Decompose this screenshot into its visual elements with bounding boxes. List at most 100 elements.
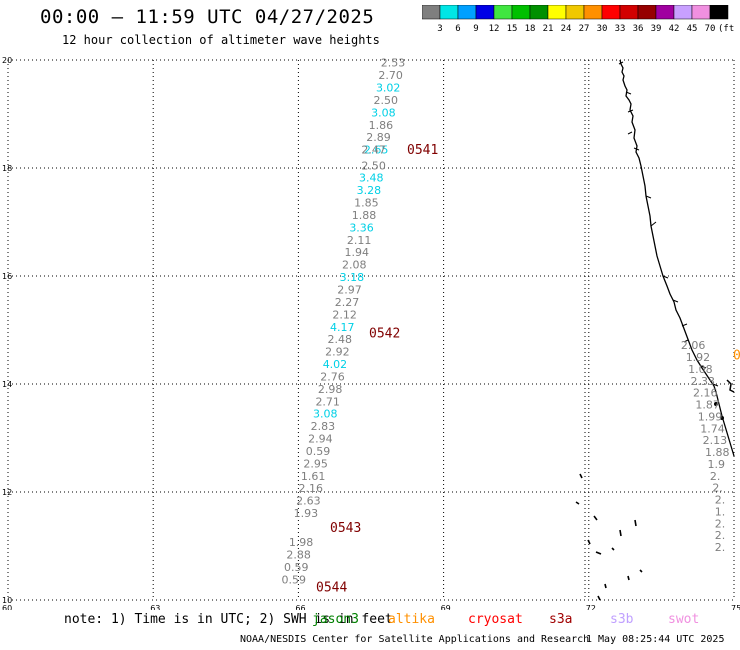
island-mark bbox=[597, 595, 601, 601]
wave-height-value: 2. bbox=[715, 541, 726, 554]
wave-height-value: 3.28 bbox=[357, 184, 382, 197]
coastline-detail bbox=[700, 365, 707, 369]
lon-tick-label: 75 bbox=[731, 604, 740, 610]
wave-height-value: 0.59 bbox=[282, 573, 307, 586]
wave-height-value: 2.16 bbox=[299, 482, 324, 495]
wave-height-value: 2.50 bbox=[361, 159, 386, 172]
colorbar-tick-label: 27 bbox=[579, 24, 590, 34]
wave-height-value: 2.65 bbox=[364, 144, 389, 157]
lat-tick-label: 14 bbox=[2, 380, 12, 389]
wave-height-value: 2.48 bbox=[328, 333, 353, 346]
island-mark bbox=[611, 547, 615, 551]
wave-height-value: 2. bbox=[715, 494, 726, 507]
wave-height-value: 2.13 bbox=[703, 434, 728, 447]
track-time-label: 0544 bbox=[316, 581, 347, 596]
wave-height-value: 2.33 bbox=[691, 375, 716, 388]
satellite-legend-altika: altika bbox=[388, 612, 435, 627]
wave-height-value: 2.94 bbox=[308, 433, 333, 446]
generation-timestamp: 1 May 08:25:44 UTC 2025 bbox=[586, 634, 725, 645]
wave-height-value: 2.63 bbox=[296, 495, 321, 508]
wave-height-value: 2.89 bbox=[366, 131, 391, 144]
island-mark bbox=[604, 583, 607, 589]
map-subtitle: 12 hour collection of altimeter wave hei… bbox=[62, 33, 380, 47]
colorbar-tick-label: 24 bbox=[561, 24, 572, 34]
track-time-labels: 0541 0542 0543 0544 0 bbox=[316, 143, 740, 595]
wave-height-value: 2.11 bbox=[347, 234, 372, 247]
coastline-detail bbox=[712, 383, 719, 387]
wave-height-value: 2.08 bbox=[342, 259, 367, 272]
coastline-detail bbox=[672, 299, 679, 303]
wave-height-value: 1.87 bbox=[695, 399, 720, 412]
wave-height-value: 1.61 bbox=[301, 470, 326, 483]
colorbar-tick-label: 9 bbox=[473, 24, 478, 34]
wave-height-value: 1.86 bbox=[369, 119, 394, 132]
island-mark bbox=[619, 529, 622, 537]
colorbar-swatch bbox=[709, 5, 729, 20]
satellite-legend-swot: swot bbox=[668, 612, 700, 627]
colorbar-tick-label: 6 bbox=[455, 24, 460, 34]
track-time-label: 0541 bbox=[407, 143, 438, 158]
wave-height-value: 1.88 bbox=[352, 209, 377, 222]
wave-height-value: 2.92 bbox=[325, 346, 350, 359]
wave-height-value: 2.76 bbox=[320, 370, 345, 383]
coastline-detail bbox=[683, 339, 689, 343]
wave-height-value: 1.88 bbox=[705, 446, 730, 459]
credit-line: NOAA/NESDIS Center for Satellite Applica… bbox=[240, 634, 590, 645]
wave-height-value: 1.08 bbox=[688, 363, 713, 376]
colorbar-unit: (ft) bbox=[718, 24, 734, 34]
wave-height-value: 2.88 bbox=[286, 549, 311, 562]
colorbar-tick-label: 39 bbox=[651, 24, 662, 34]
wave-height-value: 3.08 bbox=[371, 106, 396, 119]
lat-lon-grid bbox=[7, 59, 735, 601]
colorbar-tick-label: 36 bbox=[633, 24, 644, 34]
island-mark bbox=[639, 569, 643, 573]
wave-height-value: 3.02 bbox=[376, 82, 401, 95]
wave-height-value: 3.18 bbox=[340, 271, 365, 284]
wave-height-value: 2.95 bbox=[303, 457, 328, 470]
lat-tick-label: 20 bbox=[2, 56, 12, 65]
lat-tick-label: 18 bbox=[2, 164, 12, 173]
colorbar-tick-label: 33 bbox=[615, 24, 626, 34]
coastline-detail bbox=[627, 131, 633, 135]
wave-height-value: 1.99 bbox=[698, 410, 723, 423]
satellite-legend-s3a: s3a bbox=[549, 612, 573, 627]
colorbar-tick-label: 30 bbox=[597, 24, 608, 34]
wave-height-value: 3.08 bbox=[313, 408, 338, 421]
coastline-detail bbox=[645, 195, 652, 199]
wave-height-value: 2.70 bbox=[378, 69, 403, 82]
colorbar-tick-label: 12 bbox=[489, 24, 500, 34]
wave-height-value: 1.85 bbox=[354, 197, 379, 210]
lat-tick-label: 12 bbox=[2, 488, 12, 497]
wave-height-value: 2.47 bbox=[361, 144, 386, 157]
coastline-detail bbox=[650, 221, 657, 227]
wave-height-value: 2.53 bbox=[381, 57, 406, 70]
colorbar-tick-label: 45 bbox=[687, 24, 698, 34]
colorbar-tick-label: 70 bbox=[705, 24, 716, 34]
island-mark bbox=[627, 575, 630, 581]
wave-height-value: 1.74 bbox=[700, 422, 725, 435]
lon-tick-label: 63 bbox=[150, 604, 160, 610]
wave-height-value: 0.59 bbox=[284, 561, 309, 574]
wave-height-value: 2.50 bbox=[374, 94, 399, 107]
wave-height-value: 0.59 bbox=[306, 445, 331, 458]
wave-height-value: 4.17 bbox=[330, 321, 355, 334]
colorbar-tick-label: 15 bbox=[507, 24, 518, 34]
satellite-legend-cryosat: cryosat bbox=[468, 612, 523, 627]
island-mark bbox=[575, 501, 580, 505]
wave-height-value: 1.93 bbox=[294, 507, 319, 520]
lon-tick-label: 66 bbox=[295, 604, 305, 610]
wave-height-value: 2.97 bbox=[337, 284, 362, 297]
colorbar-tick-label: 21 bbox=[543, 24, 554, 34]
coastline bbox=[575, 59, 735, 601]
lat-tick-label: 10 bbox=[2, 596, 12, 605]
coastline-detail bbox=[618, 61, 624, 65]
wave-height-value: 2. bbox=[710, 470, 721, 483]
coastline-detail bbox=[633, 147, 640, 151]
colorbar-tick-label: 18 bbox=[525, 24, 536, 34]
wave-height-value: 2.16 bbox=[693, 387, 718, 400]
island-mark bbox=[634, 519, 637, 527]
island-mark bbox=[595, 551, 602, 555]
wave-height-value: 1.94 bbox=[344, 246, 369, 259]
lon-tick-label: 69 bbox=[441, 604, 451, 610]
